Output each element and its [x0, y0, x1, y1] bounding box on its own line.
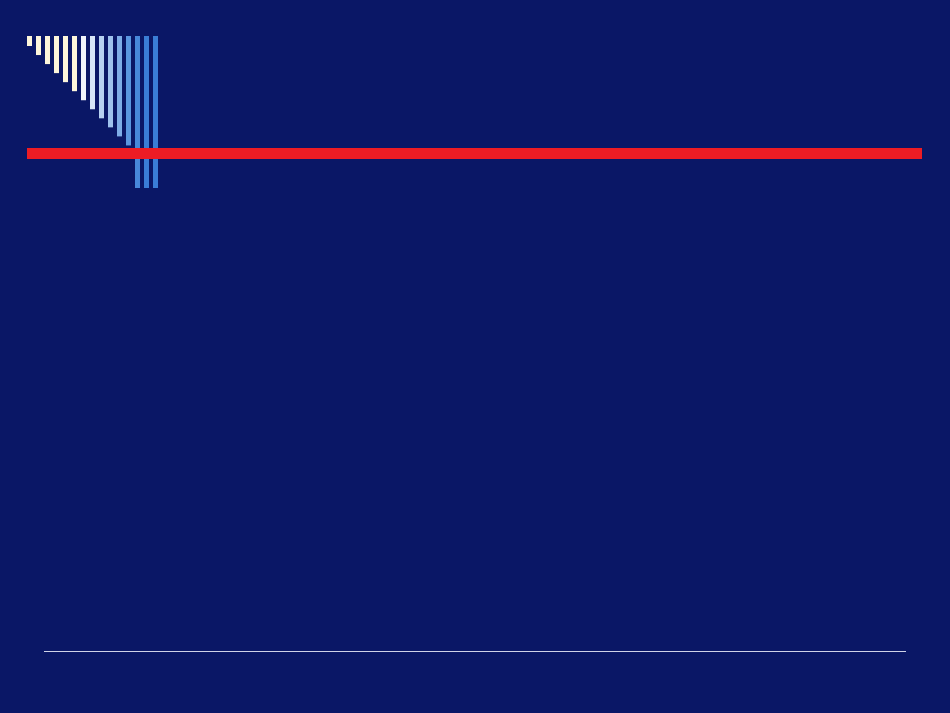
slide-background: [0, 0, 950, 713]
footer-divider: [44, 651, 906, 652]
stripe: [99, 36, 104, 118]
stripe: [63, 36, 68, 82]
stripe: [117, 36, 122, 136]
stripe: [72, 36, 77, 91]
stripe: [153, 36, 158, 188]
stripe: [36, 36, 41, 55]
stripe: [27, 36, 32, 46]
stripe: [81, 36, 86, 100]
stripe: [126, 36, 131, 145]
stripe: [108, 36, 113, 127]
stripe: [54, 36, 59, 73]
stripes-graphic: [27, 36, 163, 188]
accent-bar: [27, 148, 922, 159]
stripe: [90, 36, 95, 109]
stripe: [45, 36, 50, 64]
stripe: [135, 36, 140, 188]
stripe: [144, 36, 149, 188]
stripes-svg: [27, 36, 163, 188]
